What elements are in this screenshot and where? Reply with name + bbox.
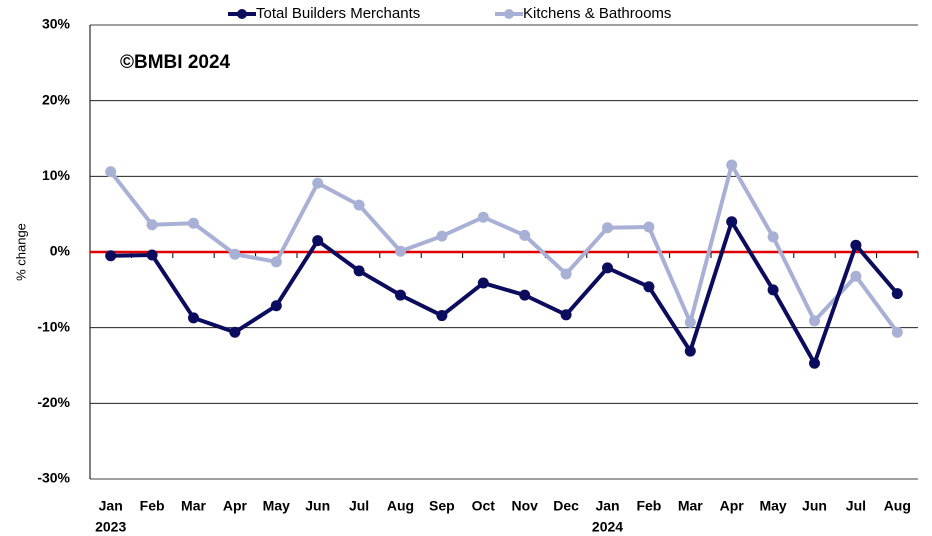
x-tick-label: Jan [595, 498, 619, 514]
point [560, 309, 572, 321]
point [270, 300, 282, 312]
point [353, 199, 365, 211]
x-tick-label: Jul [349, 498, 369, 514]
point [146, 249, 158, 261]
point [229, 326, 241, 338]
point [767, 231, 779, 243]
point [767, 284, 779, 296]
point [809, 357, 820, 369]
legend-marker [237, 9, 247, 19]
x-tick-label: Apr [223, 498, 248, 514]
x-tick-label: Jun [305, 498, 330, 514]
y-tick-label: -30% [37, 470, 70, 486]
point [684, 316, 696, 328]
point [146, 219, 158, 231]
point [436, 310, 448, 322]
point [643, 221, 655, 233]
y-tick-label: 20% [42, 91, 71, 107]
point [105, 166, 117, 178]
point [850, 270, 862, 282]
point [436, 230, 448, 242]
x-group-label: 2024 [592, 519, 623, 535]
point [312, 177, 324, 189]
point [684, 345, 696, 357]
y-tick-label: 30% [42, 16, 71, 32]
x-tick-label: Dec [553, 498, 579, 514]
point [395, 289, 406, 301]
point [229, 248, 241, 260]
x-tick-label: Sep [429, 498, 455, 514]
x-tick-label: May [759, 498, 786, 514]
point [643, 281, 655, 293]
legend-marker [504, 9, 514, 19]
point [188, 312, 199, 324]
x-tick-label: Aug [387, 498, 414, 514]
point [270, 256, 282, 268]
point [477, 277, 489, 289]
y-tick-label: 10% [42, 167, 71, 183]
point [809, 315, 820, 327]
point [312, 235, 324, 247]
y-tick-label: -10% [37, 318, 70, 334]
y-axis-label: % change [13, 223, 28, 281]
legend-label: Kitchens & Bathrooms [523, 5, 671, 22]
point [891, 288, 903, 300]
x-tick-label: Oct [472, 498, 496, 514]
x-group-label: 2023 [95, 519, 126, 535]
y-tick-label: 0% [50, 243, 71, 259]
x-tick-label: Aug [884, 498, 911, 514]
x-tick-label: Jul [846, 498, 866, 514]
point [519, 289, 531, 301]
point [891, 326, 903, 338]
point [726, 216, 738, 228]
x-tick-label: Feb [140, 498, 165, 514]
x-tick-label: Mar [181, 498, 206, 514]
x-tick-label: Jun [802, 498, 827, 514]
legend-label: Total Builders Merchants [256, 5, 420, 22]
point [602, 262, 613, 274]
point [850, 239, 862, 251]
y-tick-label: -20% [37, 394, 70, 410]
x-tick-label: Jan [99, 498, 123, 514]
point [519, 229, 531, 241]
point [560, 268, 572, 280]
x-tick-label: Apr [720, 498, 745, 514]
point [188, 217, 199, 229]
series-line [109, 162, 899, 334]
x-tick-label: Mar [678, 498, 703, 514]
x-tick-label: Nov [511, 498, 538, 514]
point [353, 265, 365, 277]
point [105, 250, 117, 262]
x-tick-label: May [263, 498, 290, 514]
series-line [110, 219, 899, 366]
x-tick-label: Feb [636, 498, 661, 514]
point [477, 211, 489, 223]
point [602, 222, 613, 234]
point [395, 245, 406, 257]
point [726, 159, 738, 171]
annotation: ©BMBI 2024 [120, 52, 231, 73]
